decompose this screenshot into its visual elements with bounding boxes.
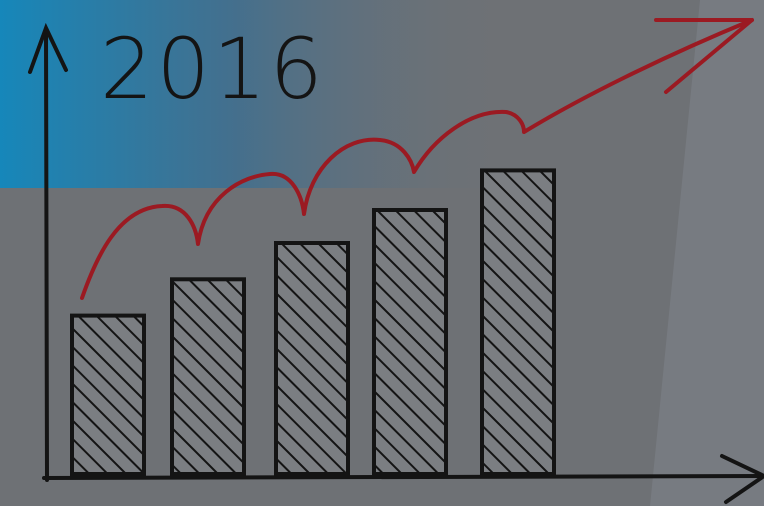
bar-group: [70, 168, 556, 476]
x-axis-arrowhead: [720, 454, 764, 504]
bar-2: [170, 277, 246, 476]
bar-1: [70, 313, 146, 476]
y-axis-arrowhead: [28, 22, 68, 74]
axes: [28, 22, 764, 504]
trend-arrowhead: [654, 18, 754, 94]
bar-5: [480, 168, 556, 476]
blue-accent-panel: [0, 0, 520, 188]
year-label: 2016: [100, 20, 326, 118]
right-lighter-panel: [650, 0, 764, 506]
bar-4: [372, 208, 448, 476]
trend-arrow: [80, 18, 754, 300]
bar-3: [274, 241, 350, 476]
y-axis: [44, 28, 49, 482]
trend-line: [80, 18, 754, 300]
x-axis: [42, 474, 764, 480]
